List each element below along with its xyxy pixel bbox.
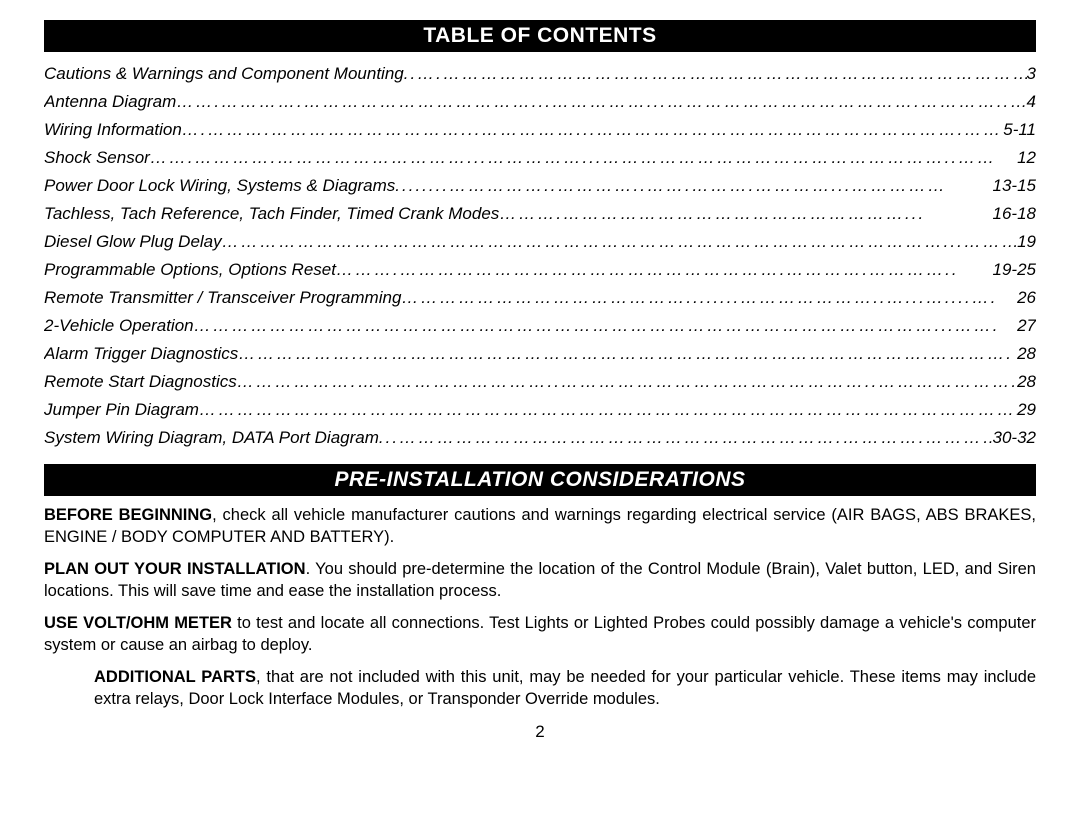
toc-leader: ……………….…………………………..…………………………………………..…………	[237, 368, 1017, 396]
table-of-contents: Cautions & Warnings and Component Mounti…	[44, 60, 1036, 452]
toc-leader: …….………….………………………………...……………...…………………………	[176, 88, 1026, 116]
toc-header: TABLE OF CONTENTS	[44, 20, 1036, 52]
toc-entry: 2-Vehicle Operation ………………………………………………………	[44, 312, 1036, 340]
bold-lead: BEFORE BEGINNING	[44, 506, 212, 524]
toc-leader: ……………………………………………………………………………………………………….…	[194, 312, 1017, 340]
paragraph: BEFORE BEGINNING, check all vehicle manu…	[44, 504, 1036, 548]
toc-title: Power Door Lock Wiring, Systems & Diagra…	[44, 172, 395, 200]
toc-entry: Antenna Diagram …….………….………………………………...……	[44, 88, 1036, 116]
toc-title: Remote Transmitter / Transceiver Program…	[44, 284, 401, 312]
toc-title: Diesel Glow Plug Delay	[44, 228, 222, 256]
toc-title: Jumper Pin Diagram	[44, 396, 199, 424]
toc-leader: ..….…………………………………………………………………………………………………	[404, 60, 1027, 88]
toc-title: Programmable Options, Options Reset	[44, 256, 336, 284]
toc-entry: Alarm Trigger Diagnostics ………………...………………	[44, 340, 1036, 368]
toc-title: Alarm Trigger Diagnostics	[44, 340, 238, 368]
toc-entry: Shock Sensor …….………….…………………………...…………….…	[44, 144, 1036, 172]
toc-page: 28	[1017, 340, 1036, 368]
toc-leader: ………………...…………………………………………………………………………….……	[238, 340, 1017, 368]
toc-page: 30-32	[993, 424, 1036, 452]
toc-title: Wiring Information	[44, 116, 182, 144]
paragraph: ADDITIONAL PARTS, that are not included …	[44, 666, 1036, 710]
toc-page: 13-15	[993, 172, 1036, 200]
toc-entry: Remote Start Diagnostics ……………….………………………	[44, 368, 1036, 396]
toc-page: 26	[1017, 284, 1036, 312]
bold-lead: ADDITIONAL PARTS	[94, 668, 256, 686]
paragraph: PLAN OUT YOUR INSTALLATION. You should p…	[44, 558, 1036, 602]
toc-page: 19	[1017, 228, 1036, 256]
body-text: BEFORE BEGINNING, check all vehicle manu…	[44, 504, 1036, 710]
toc-title: Shock Sensor	[44, 144, 150, 172]
toc-leader: ...…………………………………………………………….………….……………	[379, 424, 993, 452]
toc-entry: Wiring Information ….……….…………………………...………	[44, 116, 1036, 144]
bold-lead: USE VOLT/OHM METER	[44, 614, 232, 632]
toc-title: 2-Vehicle Operation	[44, 312, 194, 340]
toc-page: 19-25	[993, 256, 1036, 284]
toc-entry: Programmable Options, Options Reset ……….…	[44, 256, 1036, 284]
toc-entry: Power Door Lock Wiring, Systems & Diagra…	[44, 172, 1036, 200]
toc-entry: Diesel Glow Plug Delay ………………………………………………	[44, 228, 1036, 256]
toc-entry: Tachless, Tach Reference, Tach Finder, T…	[44, 200, 1036, 228]
toc-entry: Cautions & Warnings and Component Mounti…	[44, 60, 1036, 88]
toc-page: 4	[1027, 88, 1036, 116]
toc-title: Antenna Diagram	[44, 88, 176, 116]
toc-entry: Jumper Pin Diagram …………………………………………………………	[44, 396, 1036, 424]
toc-leader: ……………………………………………………………………………………………………………	[199, 396, 1017, 424]
bold-lead: PLAN OUT YOUR INSTALLATION	[44, 560, 306, 578]
toc-title: Remote Start Diagnostics	[44, 368, 237, 396]
document-page: TABLE OF CONTENTS Cautions & Warnings an…	[0, 0, 1080, 742]
paragraph: USE VOLT/OHM METER to test and locate al…	[44, 612, 1036, 656]
toc-title: System Wiring Diagram, DATA Port Diagram	[44, 424, 379, 452]
toc-entry: Remote Transmitter / Transceiver Program…	[44, 284, 1036, 312]
toc-page: 12	[1017, 144, 1036, 172]
toc-title: Tachless, Tach Reference, Tach Finder, T…	[44, 200, 499, 228]
toc-leader: ……….………………………………………………...	[499, 200, 992, 228]
toc-page: 3	[1027, 60, 1036, 88]
toc-entry: System Wiring Diagram, DATA Port Diagram…	[44, 424, 1036, 452]
toc-page: 5-11	[1003, 116, 1036, 144]
toc-page: 27	[1017, 312, 1036, 340]
toc-leader: ………………………………………........…………………..…...…...…	[401, 284, 1017, 312]
toc-title: Cautions & Warnings and Component Mounti…	[44, 60, 404, 88]
preinstall-header: PRE-INSTALLATION CONSIDERATIONS	[44, 464, 1036, 496]
toc-page: 28	[1017, 368, 1036, 396]
toc-leader: …….………….…………………………...……………...………………………………	[150, 144, 1017, 172]
toc-leader: ……………………………………………………………………………………………………..…	[222, 228, 1017, 256]
page-number: 2	[44, 722, 1036, 742]
toc-page: 16-18	[993, 200, 1036, 228]
toc-leader: ........……………..…………..…….……….…………...……………	[395, 172, 992, 200]
toc-leader: ….……….…………………………...……………...……………………………………	[182, 116, 1003, 144]
toc-page: 29	[1017, 396, 1036, 424]
toc-leader: ……….…………………………………………………….………….…………..	[336, 256, 993, 284]
